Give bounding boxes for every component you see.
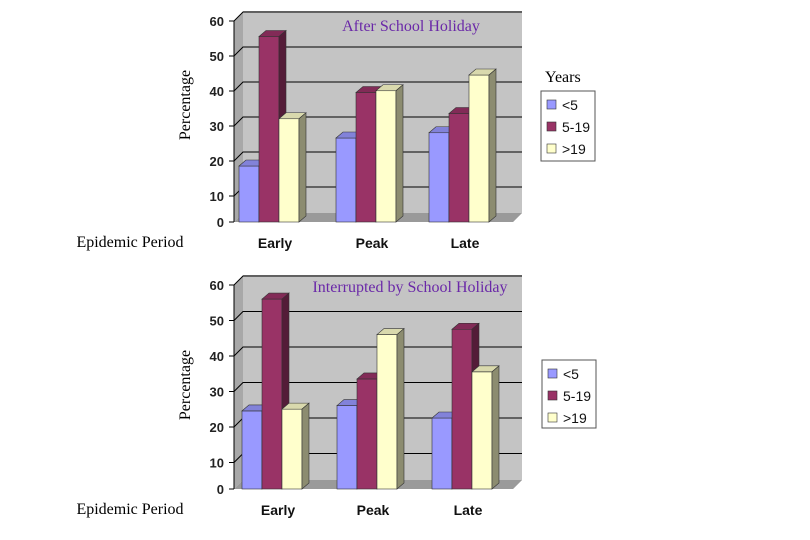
x-tick-label: Peak — [357, 502, 390, 518]
bar-front — [336, 405, 358, 490]
bar-side — [491, 365, 500, 490]
gridline — [233, 346, 522, 357]
gridline — [233, 11, 522, 22]
legend-swatch — [547, 368, 558, 379]
legend-swatch — [547, 412, 558, 423]
bar-front — [451, 328, 473, 490]
gridline — [233, 382, 522, 392]
y-tick-label: 40 — [210, 84, 224, 99]
bar-front — [431, 417, 453, 490]
bar-peak-3 — [376, 327, 405, 490]
y-tick-label: 0 — [217, 215, 224, 230]
legend-box — [541, 359, 597, 429]
y-tick-label: 10 — [210, 456, 224, 471]
legend-label: >19 — [562, 141, 586, 157]
x-tick-label: Peak — [356, 235, 389, 251]
bar-early-3 — [278, 112, 307, 223]
y-tick-label: 30 — [210, 119, 224, 134]
x-tick-label: Late — [451, 235, 480, 251]
bar-front — [428, 132, 450, 223]
bar-early-3 — [281, 402, 310, 490]
gridline — [233, 275, 522, 286]
x-tick-label: Late — [454, 502, 483, 518]
bar-side — [301, 402, 310, 490]
bar-front — [278, 118, 300, 223]
x-tick-label: Early — [258, 235, 292, 251]
bar-front — [335, 137, 357, 223]
x-axis-label: Epidemic Period — [76, 234, 183, 251]
y-tick-label: 50 — [210, 314, 224, 329]
gridline — [233, 81, 522, 92]
bar-front — [258, 36, 280, 223]
bar-front — [241, 410, 263, 490]
x-axis-label: Epidemic Period — [76, 501, 183, 518]
bar-late-3 — [468, 68, 497, 223]
y-tick-label: 60 — [210, 14, 224, 29]
bar-front — [356, 378, 378, 490]
bar-front — [471, 371, 493, 490]
gridline — [233, 46, 522, 57]
legend-box — [540, 90, 596, 162]
legend-swatch — [547, 390, 558, 401]
y-tick-label: 20 — [210, 154, 224, 169]
bar-front — [448, 113, 470, 223]
bar-front — [238, 165, 260, 223]
y-tick-label: 10 — [210, 189, 224, 204]
gridline — [233, 311, 522, 321]
y-tick-label: 0 — [217, 482, 224, 497]
bar-side — [395, 84, 404, 223]
y-tick-label: 40 — [210, 349, 224, 364]
chart-2: 0 10 20 30 40 50 60 Early Peak Late Interrupted by… — [76, 275, 597, 518]
legend-swatch — [546, 143, 557, 154]
legend: Years <5 5-19 >19 — [540, 69, 596, 162]
legend-label: >19 — [563, 410, 587, 426]
gridline — [233, 116, 522, 127]
y-tick-label: 20 — [210, 420, 224, 435]
bar-front — [355, 92, 377, 223]
chart-1: 0 10 20 30 40 50 60 Early Peak Late After School H… — [76, 11, 596, 251]
legend-swatch — [546, 121, 557, 132]
y-axis-label: Percentage — [177, 350, 194, 420]
bar-front — [281, 408, 303, 490]
bar-side — [298, 112, 307, 223]
legend-label: <5 — [563, 366, 579, 382]
legend-swatch — [546, 99, 557, 110]
bar-late-3 — [471, 365, 500, 490]
bar-front — [468, 74, 490, 223]
bar-front — [261, 298, 283, 490]
legend-label: <5 — [562, 97, 578, 113]
bar-front — [376, 334, 398, 490]
plot-side-wall — [234, 276, 243, 489]
bar-side — [396, 327, 405, 490]
legend-label: 5-19 — [562, 119, 590, 135]
y-tick-label: 30 — [210, 385, 224, 400]
bar-front — [375, 90, 397, 223]
y-tick-label: 50 — [210, 49, 224, 64]
y-tick-label: 60 — [210, 278, 224, 293]
bar-side — [488, 68, 497, 223]
x-tick-label: Early — [261, 502, 295, 518]
legend-title: Years — [545, 69, 581, 86]
legend: <5 5-19 >19 — [541, 359, 597, 429]
chart-title: Interrupted by School Holiday — [312, 279, 507, 296]
legend-label: 5-19 — [563, 388, 591, 404]
bar-peak-3 — [375, 84, 404, 223]
chart-title: After School Holiday — [342, 18, 480, 35]
y-axis-label: Percentage — [177, 70, 194, 140]
